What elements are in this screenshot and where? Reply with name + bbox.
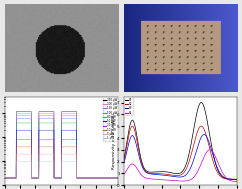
- Line: S3: S3: [124, 134, 237, 179]
- S2: [176, 174, 179, 177]
- S1: [236, 178, 239, 180]
- S4: [184, 180, 187, 182]
- S2: [233, 178, 236, 180]
- Line: S1: S1: [124, 102, 237, 179]
- S3: [236, 178, 239, 180]
- Y-axis label: Responsivity × 10² (mA/W): Responsivity × 10² (mA/W): [112, 113, 116, 169]
- S4: [236, 180, 239, 183]
- S1: [176, 173, 179, 175]
- S3: [203, 133, 205, 136]
- S4: [177, 180, 180, 182]
- S1: [200, 101, 203, 104]
- S2: [236, 178, 239, 180]
- S3: [215, 166, 218, 168]
- S4: [122, 173, 125, 176]
- S4: [215, 159, 218, 161]
- Line: S4: S4: [124, 150, 237, 182]
- S3: [177, 176, 180, 178]
- S3: [190, 165, 193, 167]
- S1: [233, 178, 236, 180]
- Legend: S1, S2, S3, S4: S1, S2, S3, S4: [124, 97, 133, 115]
- S4: [176, 180, 179, 182]
- S1: [215, 167, 218, 169]
- Line: S2: S2: [124, 126, 237, 179]
- S2: [190, 153, 193, 155]
- S1: [177, 173, 180, 175]
- S2: [215, 170, 218, 173]
- S2: [184, 170, 187, 172]
- S4: [190, 178, 193, 180]
- S2: [177, 174, 180, 177]
- S4: [208, 149, 211, 151]
- S1: [184, 166, 187, 168]
- S3: [233, 178, 236, 180]
- S1: [190, 142, 193, 144]
- S2: [122, 160, 125, 162]
- S4: [233, 180, 236, 183]
- S3: [176, 176, 179, 178]
- S3: [122, 162, 125, 164]
- Legend: 250 μW, 200 μW, 150 μW, 100 μW, 80 μW, 50 μW, 20 μW, 10 μW, 5 μW, 1 μW: 250 μW, 200 μW, 150 μW, 100 μW, 80 μW, 5…: [103, 97, 118, 141]
- S1: [122, 158, 125, 160]
- S3: [184, 174, 187, 177]
- S2: [200, 125, 203, 127]
